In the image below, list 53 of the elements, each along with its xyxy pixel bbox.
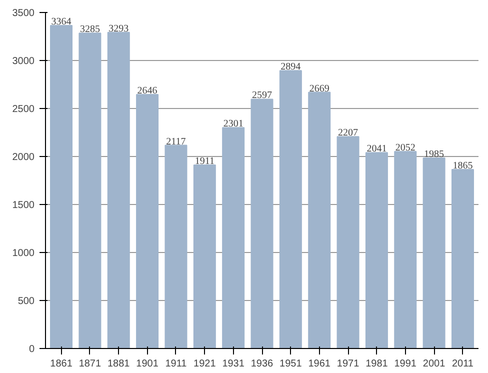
x-tick-label: 1991 [394, 358, 417, 370]
bar [365, 152, 388, 348]
data-label: 1865 [452, 160, 473, 172]
x-tick-label: 1961 [308, 358, 331, 370]
x-tick-label: 2011 [452, 358, 474, 370]
x-tick-label: 2001 [422, 358, 446, 370]
bar [78, 32, 102, 348]
data-label: 2041 [366, 144, 387, 155]
data-label: 3285 [80, 24, 100, 36]
bar [336, 136, 360, 348]
data-label: 2669 [309, 83, 330, 94]
data-label: 1911 [194, 156, 214, 168]
data-label: 2207 [338, 128, 358, 139]
bar [164, 144, 188, 348]
bar [107, 32, 130, 348]
y-tick-label: 3500 [12, 8, 35, 19]
data-label: 2301 [223, 118, 244, 130]
y-tick-label: 500 [18, 296, 35, 307]
data-label: 3293 [108, 23, 129, 34]
data-label: 2646 [137, 85, 158, 96]
x-tick-label: 1911 [165, 358, 188, 370]
data-label: 2894 [280, 62, 301, 73]
x-tick-label: 1971 [336, 358, 360, 370]
x-tick-label: 1871 [78, 358, 102, 370]
data-label: 3364 [51, 16, 72, 28]
bar [222, 127, 245, 348]
bar [250, 98, 274, 348]
data-label: 2597 [252, 90, 272, 102]
x-tick-label: 1881 [108, 358, 130, 370]
data-label: 2052 [395, 142, 416, 154]
x-tick-label: 1981 [366, 358, 388, 370]
data-label: 1985 [424, 148, 444, 160]
bar [451, 168, 474, 348]
bar [50, 25, 73, 348]
bar [279, 70, 302, 348]
x-tick-label: 1951 [280, 358, 302, 370]
bar [422, 157, 446, 348]
y-tick-label: 1000 [12, 248, 35, 259]
y-tick-label: 3000 [12, 56, 35, 67]
x-tick-label: 1901 [136, 358, 159, 370]
x-tick-label: 1931 [222, 358, 245, 370]
y-tick-label: 2500 [12, 104, 35, 115]
data-label: 2117 [166, 136, 186, 148]
bar [136, 94, 159, 348]
y-tick-label: 2000 [12, 152, 35, 163]
x-tick-label: 1861 [50, 358, 73, 370]
bar [394, 151, 417, 348]
y-tick-label: 0 [28, 344, 35, 355]
bar [308, 92, 331, 348]
x-tick-label: 1921 [194, 358, 216, 370]
y-tick-label: 1500 [12, 200, 35, 211]
bar [193, 164, 216, 348]
x-tick-label: 1936 [250, 358, 274, 370]
